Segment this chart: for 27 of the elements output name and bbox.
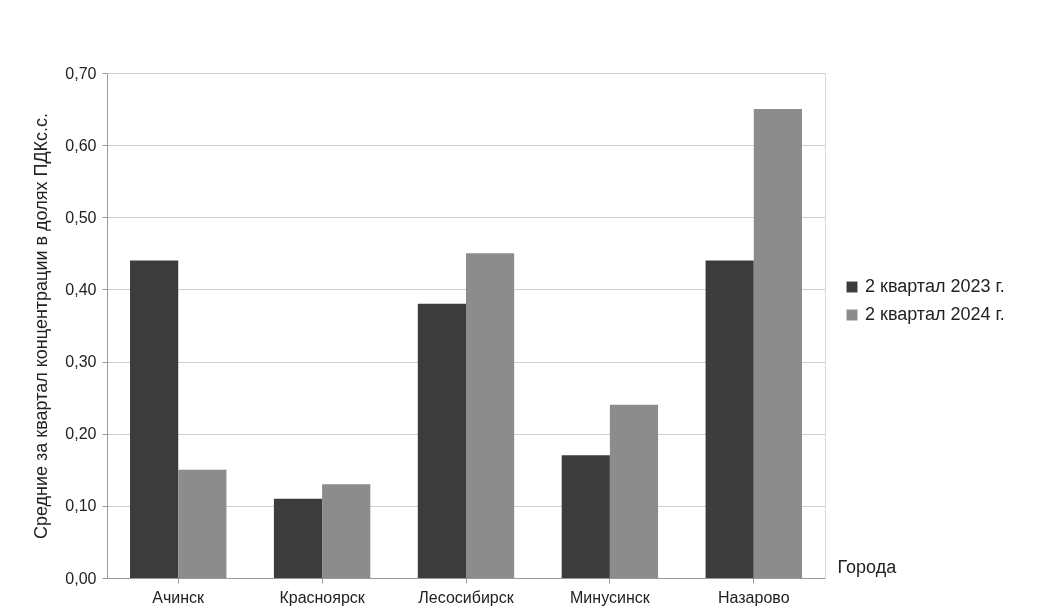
y-tick-label: 0,50 [65,208,97,226]
x-tick-label: Минусинск [570,588,651,606]
bar [322,484,371,578]
bar [417,303,466,578]
x-axis-title: Города [837,556,898,577]
y-tick-label: 0,20 [65,425,97,443]
x-tick-label: Назарово [718,588,790,606]
y-tick-label: 0,70 [65,64,97,82]
bar [466,253,515,578]
x-tick-label: Красноярск [279,588,366,606]
y-tick-label: 0,40 [65,280,97,298]
bar [609,404,659,578]
bar [705,260,754,578]
x-tick-label: Лесосибирск [418,588,515,606]
x-tick-label: Ачинск [152,588,206,606]
legend-label: 2 квартал 2024 г. [865,304,1005,324]
bar [178,469,227,578]
bar [273,498,323,578]
legend-label: 2 квартал 2023 г. [865,276,1005,296]
bar [753,109,802,578]
y-axis-title: Средние за квартал концентрации в долях ПДКс.с. [31,112,52,540]
y-tick-label: 0,60 [65,136,97,154]
y-tick-label: 0,30 [65,353,97,371]
y-tick-label: 0,00 [65,569,97,587]
bar [561,455,610,578]
y-tick-label: 0,10 [65,497,97,515]
bar [130,260,179,578]
